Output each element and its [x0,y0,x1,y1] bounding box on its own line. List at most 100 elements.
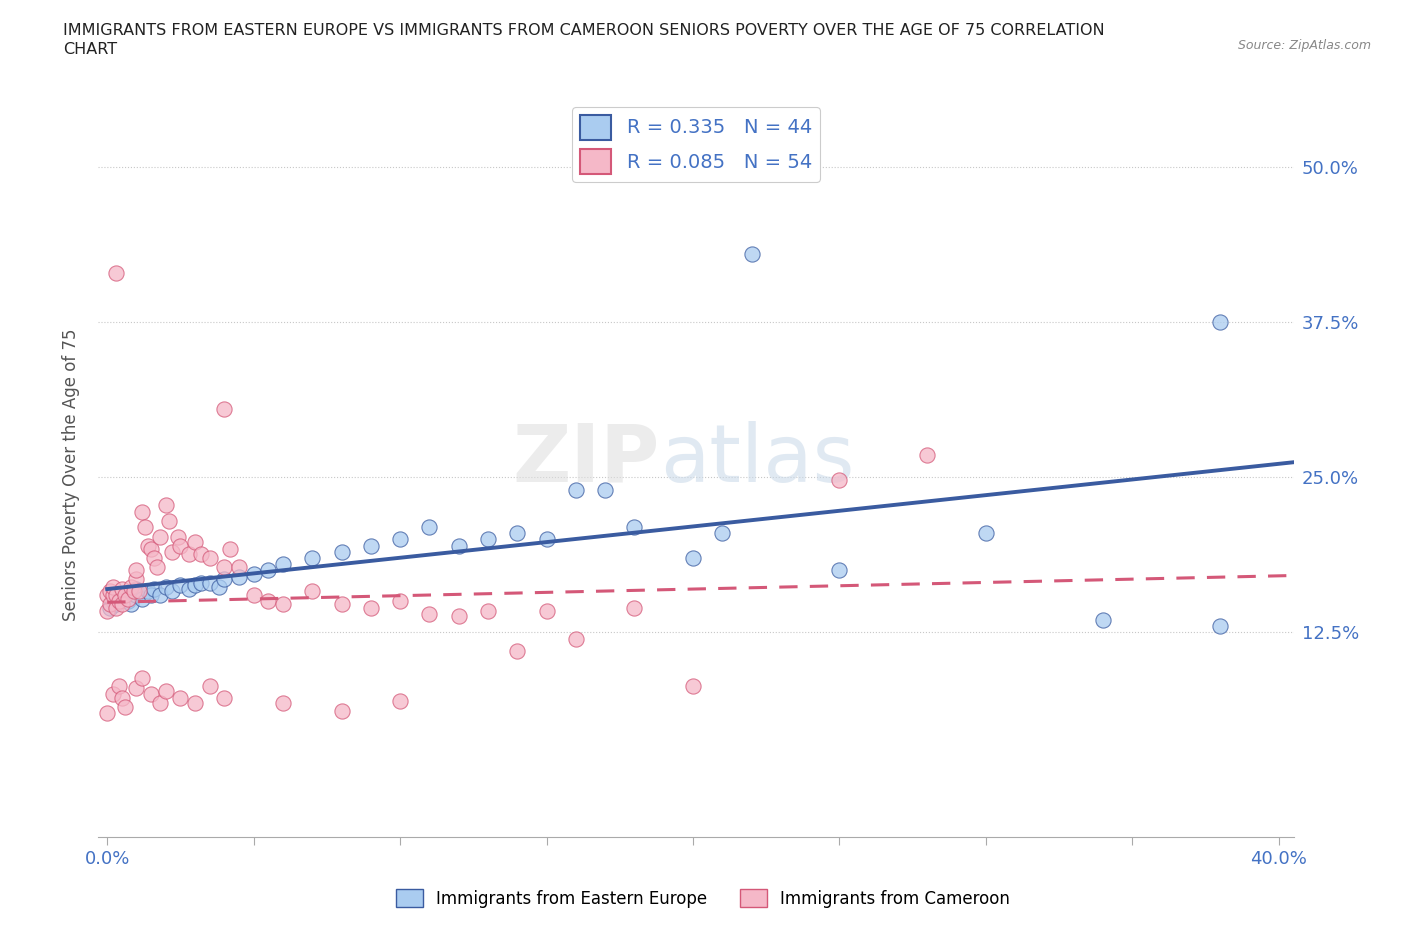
Point [536,532,558,547]
Point [477,604,499,618]
Point [360,538,382,553]
Text: Source: ZipAtlas.com: Source: ZipAtlas.com [1237,39,1371,52]
Text: ZIP: ZIP [513,420,661,498]
Point [108,594,131,609]
Point [143,581,166,596]
Point [219,542,242,557]
Point [214,691,236,706]
Point [96,604,118,618]
Text: CHART: CHART [63,42,117,57]
Point [141,542,163,557]
Point [141,687,163,702]
Point [389,532,412,547]
Point [98,584,121,599]
Point [136,584,159,599]
Point [711,525,734,540]
Point [198,551,221,565]
Point [111,691,134,706]
Point [214,402,236,417]
Point [179,547,201,562]
Point [101,579,124,594]
Point [111,588,134,603]
Point [96,706,118,721]
Point [108,678,131,693]
Point [271,596,294,611]
Point [169,578,191,592]
Point [1209,315,1232,330]
Point [1092,613,1115,628]
Point [301,584,323,599]
Point [136,538,159,553]
Point [184,578,207,592]
Point [179,581,201,596]
Point [1209,618,1232,633]
Point [149,588,172,603]
Point [242,566,264,581]
Point [117,591,139,606]
Point [111,581,134,596]
Point [257,563,280,578]
Point [105,588,127,603]
Point [141,588,163,603]
Point [96,588,118,603]
Point [330,544,353,559]
Point [111,596,134,611]
Point [593,483,616,498]
Point [169,691,191,706]
Point [682,678,704,693]
Point [565,483,588,498]
Point [506,525,529,540]
Point [160,544,183,559]
Point [169,538,191,553]
Point [125,588,148,603]
Point [184,696,207,711]
Point [228,559,250,574]
Point [120,579,142,594]
Point [198,576,221,591]
Legend: Immigrants from Eastern Europe, Immigrants from Cameroon: Immigrants from Eastern Europe, Immigran… [389,883,1017,914]
Point [623,520,645,535]
Point [828,563,851,578]
Point [198,678,221,693]
Point [166,529,188,544]
Point [125,572,148,587]
Point [125,681,148,696]
Point [131,505,153,520]
Point [149,529,172,544]
Legend: R = 0.335   N = 44, R = 0.085   N = 54: R = 0.335 N = 44, R = 0.085 N = 54 [572,107,820,182]
Point [105,600,127,615]
Point [257,594,280,609]
Point [114,699,136,714]
Point [242,588,264,603]
Text: atlas: atlas [661,420,855,498]
Point [128,584,150,599]
Point [536,604,558,618]
Point [101,687,124,702]
Point [155,684,177,698]
Point [125,581,148,596]
Point [155,579,177,594]
Y-axis label: Seniors Poverty Over the Age of 75: Seniors Poverty Over the Age of 75 [62,328,80,620]
Point [828,472,851,487]
Point [146,559,169,574]
Point [155,498,177,512]
Point [917,447,939,462]
Point [389,594,412,609]
Point [506,644,529,658]
Point [741,246,763,261]
Point [418,606,440,621]
Point [207,579,229,594]
Point [131,671,153,685]
Point [565,631,588,646]
Point [271,696,294,711]
Point [98,600,121,615]
Point [114,588,136,603]
Point [228,569,250,584]
Point [184,535,207,550]
Point [214,572,236,587]
Point [131,591,153,606]
Point [330,596,353,611]
Point [447,609,470,624]
Point [98,596,121,611]
Point [214,559,236,574]
